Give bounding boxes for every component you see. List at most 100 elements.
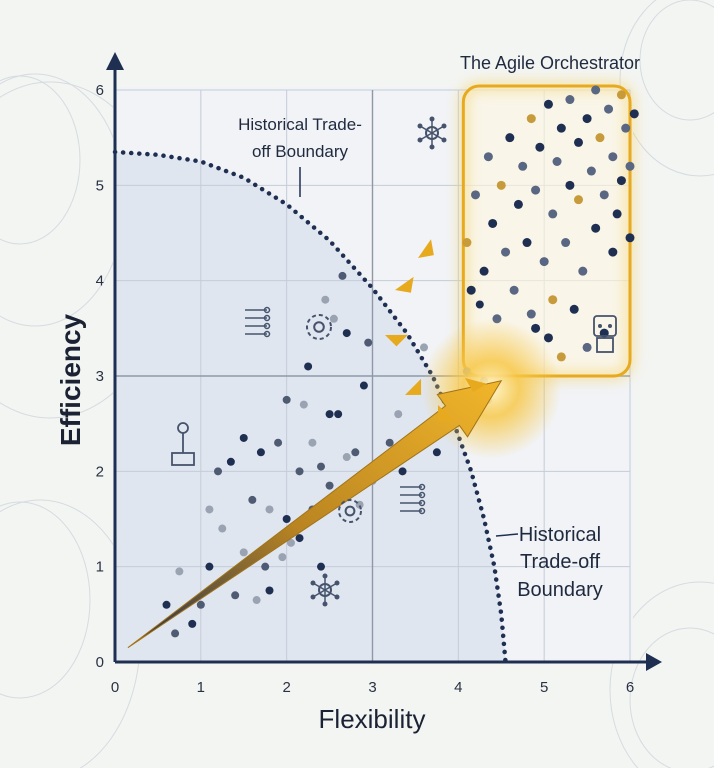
network-node	[322, 601, 328, 607]
data-point	[432, 448, 441, 457]
cluster-point	[479, 266, 489, 276]
cluster-point	[509, 285, 519, 295]
cluster-point	[543, 99, 553, 109]
cluster-point	[625, 233, 635, 243]
network-node	[334, 594, 340, 600]
annotation-boundary-top-line2: off Boundary	[252, 142, 349, 161]
cluster-point	[608, 152, 618, 162]
arrow-spark	[395, 276, 414, 293]
cluster-point	[526, 309, 536, 319]
contour-line	[619, 0, 714, 177]
data-point	[385, 438, 394, 447]
circuit-pad	[418, 499, 426, 507]
y-tick-label: 1	[96, 559, 104, 576]
cluster-point	[556, 123, 566, 133]
robot-icon	[593, 315, 617, 353]
data-point	[171, 629, 180, 638]
cluster-point	[548, 295, 558, 305]
data-point	[334, 410, 343, 419]
network-node	[429, 144, 435, 150]
circuit-icon	[245, 306, 271, 338]
annotation-boundary-right-line1: Historical	[519, 524, 601, 546]
x-axis-title: Flexibility	[319, 704, 426, 734]
robot-eye	[598, 324, 602, 328]
gear-hub	[313, 321, 325, 333]
data-point	[364, 338, 373, 347]
data-point	[282, 395, 291, 404]
annotation-boundary-right-leader	[495, 533, 519, 537]
cluster-point	[608, 247, 618, 257]
data-point	[317, 462, 325, 471]
circuit-pad	[263, 330, 271, 338]
gear-outline	[338, 499, 362, 523]
circuit-pad	[263, 314, 271, 322]
data-point	[304, 362, 313, 371]
contour-line	[629, 627, 714, 768]
data-point	[261, 562, 270, 571]
data-point	[317, 562, 325, 571]
gear-hub	[344, 505, 356, 517]
cluster-point	[466, 285, 476, 295]
circuit-pad	[418, 507, 426, 515]
network-node	[417, 123, 423, 129]
data-point	[274, 438, 283, 447]
cluster-point	[552, 157, 562, 166]
contour-line	[0, 75, 81, 245]
cluster-point	[612, 209, 622, 219]
x-axis-arrowhead	[646, 653, 662, 671]
data-point	[214, 467, 222, 476]
data-point	[325, 410, 334, 419]
data-point	[329, 314, 338, 323]
arrow-spark	[385, 334, 408, 347]
arrow-spark	[418, 239, 434, 258]
annotation-boundary-top-line1: Historical Trade-	[238, 115, 362, 134]
cluster-point	[556, 352, 566, 362]
data-point	[231, 591, 240, 600]
annotation-boundary-right-line3: Boundary	[517, 579, 603, 601]
y-tick-label: 2	[96, 463, 104, 480]
contour-line	[609, 581, 714, 768]
axes	[106, 52, 662, 671]
data-point	[256, 448, 265, 457]
data-point	[394, 410, 403, 419]
decorative-icons	[171, 116, 617, 607]
cluster-point	[496, 180, 506, 190]
x-tick-label: 6	[626, 679, 634, 696]
cluster-point	[535, 142, 545, 152]
y-tick-label: 4	[96, 273, 104, 290]
annotation-boundary-right-line2: Trade-off	[520, 551, 600, 573]
data-point	[295, 534, 304, 543]
tick-labels: 0 1 2 3 4 5 6 0 1 2 3 4 5 6	[96, 82, 635, 696]
cluster-point	[462, 238, 472, 248]
cluster-point	[505, 133, 515, 143]
network-node	[310, 594, 316, 600]
cluster-point	[531, 185, 541, 195]
network-node	[441, 137, 447, 143]
data-point	[308, 438, 317, 447]
cluster-point	[595, 133, 605, 143]
cluster-point	[574, 137, 583, 147]
data-point	[286, 538, 295, 547]
cluster-point	[604, 104, 614, 114]
x-tick-label: 0	[111, 679, 119, 696]
circuit-pad	[263, 306, 271, 314]
cluster-point	[539, 257, 549, 267]
cluster-point	[591, 223, 601, 233]
cluster-point	[548, 209, 558, 219]
arrow-spark	[405, 378, 422, 395]
gear-icon	[306, 314, 332, 340]
cluster-point	[561, 238, 571, 248]
network-node	[310, 580, 316, 586]
network-node	[334, 580, 340, 586]
circuit-pad	[263, 322, 271, 330]
trend-arrow-shape	[127, 380, 503, 649]
cluster-point	[488, 218, 498, 228]
y-tick-label: 3	[96, 368, 104, 385]
data-point	[265, 586, 274, 595]
data-point	[398, 467, 407, 476]
cluster-point	[599, 190, 609, 200]
cluster-point	[582, 114, 592, 124]
network-node	[429, 116, 435, 122]
data-point	[175, 567, 184, 576]
cluster-point	[483, 152, 493, 162]
